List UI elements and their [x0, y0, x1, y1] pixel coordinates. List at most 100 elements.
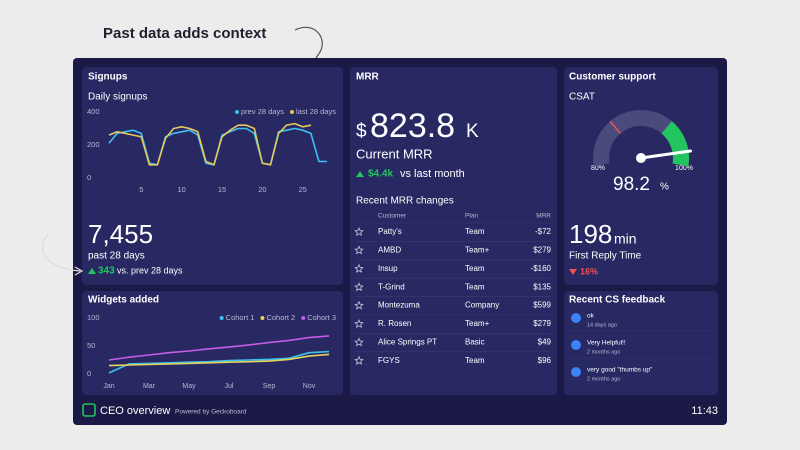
table-cell: Team — [465, 264, 485, 273]
table-cell: -$160 — [531, 264, 552, 273]
x-tick-label: Jan — [103, 383, 114, 390]
widget-title: Customer support — [569, 72, 656, 83]
table-cell: AMBD — [378, 246, 401, 255]
legend-label: last 28 days — [296, 107, 336, 116]
table-cell: Team+ — [465, 246, 490, 255]
x-tick-label: 15 — [218, 185, 226, 194]
legend-label: Cohort 1 — [226, 313, 255, 322]
legend-swatch — [260, 316, 265, 320]
row-icon — [354, 282, 364, 292]
table-cell: $279 — [533, 246, 551, 255]
logo — [82, 403, 96, 417]
row-icon — [354, 355, 364, 365]
gauge-red-marker — [609, 120, 622, 134]
feedback-icon — [571, 340, 581, 350]
gauge-unit: % — [660, 182, 669, 193]
widget-title: Signups — [88, 72, 128, 83]
big-number: 7,455 — [88, 219, 153, 249]
series-line — [108, 122, 312, 166]
table-title: Recent MRR changes — [356, 196, 454, 207]
table-cell: Montezuma — [378, 301, 420, 310]
y-tick-label: 0 — [87, 369, 91, 378]
feedback-icon — [571, 367, 581, 377]
down-arrow — [569, 269, 577, 275]
table-cell: Insup — [378, 264, 398, 273]
big-number-label: First Reply Time — [569, 251, 642, 262]
feedback-time: 2 months ago — [587, 349, 620, 355]
legend-swatch — [235, 110, 240, 114]
big-number-suffix: K — [466, 121, 479, 142]
gauge-green-band — [661, 121, 689, 167]
x-tick-label: 25 — [299, 185, 307, 194]
feedback-time: 2 months ago — [587, 376, 620, 382]
x-tick-label: 10 — [177, 185, 185, 194]
big-number: 823.8 — [370, 107, 455, 145]
table-header: Plan — [465, 213, 478, 220]
currency-prefix: $ — [356, 121, 367, 142]
x-tick-label: Jul — [225, 383, 234, 390]
widget-title: MRR — [356, 72, 380, 83]
footer-powered: Powered by Geckoboard — [175, 409, 247, 416]
row-icon — [354, 337, 364, 347]
y-tick-label: 400 — [87, 107, 100, 116]
table-cell: Patty's — [378, 227, 402, 236]
feedback-text: ok — [587, 313, 595, 320]
change-label: vs last month — [400, 168, 465, 180]
table-cell: Team — [465, 356, 485, 365]
series-line — [108, 350, 330, 374]
table-cell: Team+ — [465, 319, 490, 328]
big-number-unit: min — [614, 231, 637, 247]
gauge-hub — [636, 153, 646, 163]
legend-swatch — [301, 316, 306, 320]
footer-title: CEO overview — [100, 405, 170, 417]
series-line — [108, 335, 330, 361]
annotation-arrowhead — [74, 266, 84, 276]
row-icon — [354, 319, 364, 329]
table-cell: $599 — [533, 301, 551, 310]
table-cell: T-Grind — [378, 282, 405, 291]
legend-swatch — [289, 110, 294, 114]
big-number: 198 — [569, 219, 612, 249]
support-widget — [564, 67, 718, 285]
x-tick-label: 5 — [139, 185, 143, 194]
big-number-label: Current MRR — [356, 146, 433, 161]
x-tick-label: Nov — [303, 383, 316, 390]
row-icon — [354, 300, 364, 310]
table-cell: R. Rosen — [378, 319, 411, 328]
row-icon — [354, 227, 364, 237]
row-icon — [354, 263, 364, 273]
table-cell: $96 — [538, 356, 552, 365]
widget-title: Widgets added — [88, 295, 159, 306]
table-cell: $49 — [538, 338, 552, 347]
annotation-arrow — [42, 233, 81, 272]
up-arrow — [356, 171, 364, 177]
x-tick-label: May — [182, 383, 196, 390]
feedback-text: very good "thumbs up" — [587, 367, 653, 374]
change-value: 343 — [98, 266, 115, 277]
y-tick-label: 0 — [87, 173, 91, 182]
feedback-icon — [571, 313, 581, 323]
footer-time: 11:43 — [691, 405, 718, 417]
chart-subtitle: Daily signups — [88, 92, 147, 103]
big-number-label: past 28 days — [88, 251, 145, 262]
table-header: Customer — [378, 213, 407, 220]
table-cell: Team — [465, 282, 485, 291]
series-line — [108, 353, 330, 367]
signups-widget — [82, 67, 343, 285]
y-tick-label: 50 — [87, 341, 95, 350]
gauge-value: 98.2 — [613, 174, 650, 195]
table-cell: $135 — [533, 282, 551, 291]
mrr-widget — [350, 67, 557, 395]
table-cell: -$72 — [535, 227, 552, 236]
gauge-title: CSAT — [569, 92, 595, 103]
legend-swatch — [219, 316, 224, 320]
table-cell: Company — [465, 301, 499, 310]
table-cell: Basic — [465, 338, 485, 347]
change-label: vs. prev 28 days — [117, 265, 183, 275]
legend-label: Cohort 2 — [266, 313, 295, 322]
x-tick-label: Mar — [143, 383, 156, 390]
y-tick-label: 100 — [87, 313, 100, 322]
x-tick-label: 20 — [258, 185, 266, 194]
x-tick-label: Sep — [263, 383, 276, 390]
